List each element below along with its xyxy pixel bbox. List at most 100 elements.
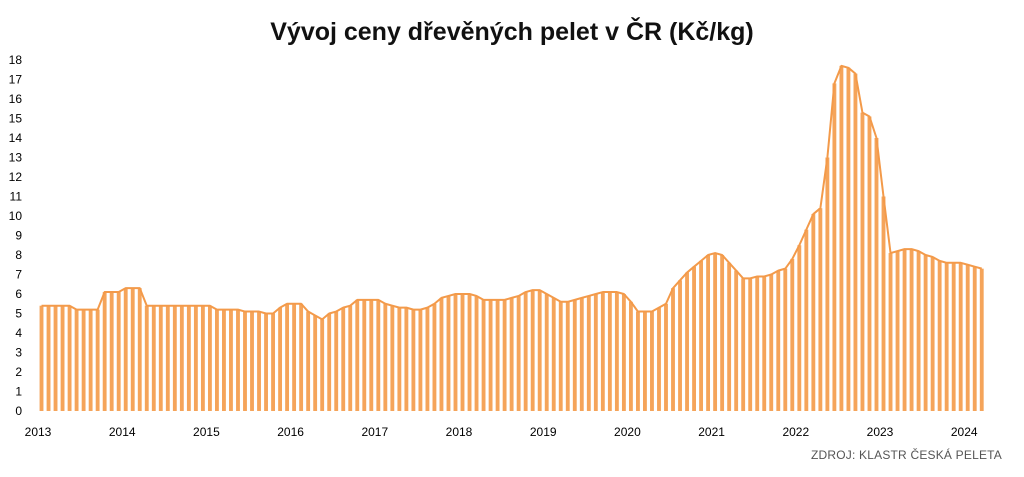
y-tick-label: 5 <box>15 307 22 321</box>
bar <box>530 290 535 411</box>
x-tick-label: 2022 <box>782 425 809 439</box>
bar <box>348 305 353 411</box>
bar <box>937 260 942 411</box>
bar <box>193 305 198 411</box>
bar <box>271 313 275 411</box>
bar <box>565 301 570 411</box>
bar <box>881 196 886 411</box>
x-tick-label: 2020 <box>614 425 641 439</box>
bar <box>888 253 893 411</box>
bar <box>965 264 970 411</box>
bar <box>755 276 760 411</box>
bar <box>467 294 472 411</box>
bar <box>628 301 633 411</box>
bar <box>116 292 121 411</box>
bar <box>383 303 388 411</box>
bar <box>53 305 58 411</box>
bar <box>657 307 661 411</box>
x-tick-label: 2023 <box>867 425 894 439</box>
y-tick-label: 0 <box>15 404 22 418</box>
bar <box>671 288 675 411</box>
bar <box>453 294 458 411</box>
bar <box>432 303 437 411</box>
bar <box>67 305 72 411</box>
bar <box>236 309 240 411</box>
bar <box>776 270 781 411</box>
bar <box>636 311 640 411</box>
y-tick-label: 16 <box>9 92 23 106</box>
bar <box>327 313 332 411</box>
bar <box>839 65 844 411</box>
bar <box>215 309 219 411</box>
bar <box>523 292 528 411</box>
bar <box>951 262 956 411</box>
chart-source: ZDROJ: KLASTR ČESKÁ PELETA <box>810 448 1002 462</box>
bar <box>481 299 486 411</box>
bar <box>158 305 163 411</box>
bar <box>706 255 711 411</box>
bar <box>144 305 149 411</box>
bar <box>783 268 788 411</box>
bar <box>278 307 283 411</box>
chart-title: Vývoj ceny dřevěných pelet v ČR (Kč/kg) <box>270 18 754 46</box>
x-tick-label: 2021 <box>698 425 725 439</box>
bar <box>222 309 226 411</box>
bar <box>930 256 935 411</box>
bar <box>537 290 542 411</box>
y-tick-label: 17 <box>9 73 23 87</box>
bar <box>853 73 858 412</box>
bar <box>390 305 395 411</box>
bar <box>488 299 493 411</box>
x-tick-label: 2017 <box>361 425 388 439</box>
bar <box>474 295 479 411</box>
bar <box>979 268 984 411</box>
bar <box>734 270 739 411</box>
bar <box>586 295 591 411</box>
bar <box>130 288 135 411</box>
y-tick-label: 2 <box>15 365 22 379</box>
bar <box>418 309 423 411</box>
bar <box>404 307 409 411</box>
bar <box>320 319 325 411</box>
bar <box>727 262 732 411</box>
bar <box>692 266 696 411</box>
bar <box>818 208 823 411</box>
bar <box>643 311 647 411</box>
y-tick-label: 12 <box>9 170 23 184</box>
y-tick-label: 1 <box>15 385 22 399</box>
bar <box>243 311 247 411</box>
bar <box>341 307 346 411</box>
bar <box>685 272 689 411</box>
bar <box>88 309 93 411</box>
bar <box>572 299 577 411</box>
bar <box>264 313 268 411</box>
bar <box>362 299 367 411</box>
bar <box>186 305 191 411</box>
bar <box>102 292 107 411</box>
bar <box>60 305 65 411</box>
bar <box>678 280 682 411</box>
bar <box>172 305 177 411</box>
bar <box>895 251 900 411</box>
bar <box>229 309 233 411</box>
bar <box>558 301 563 411</box>
bar <box>151 305 156 411</box>
bar <box>867 116 872 412</box>
bar <box>902 249 907 411</box>
bar <box>502 299 507 411</box>
x-tick-label: 2015 <box>193 425 220 439</box>
x-tick-label: 2014 <box>109 425 136 439</box>
bar <box>334 311 339 411</box>
bar <box>713 253 718 411</box>
bar <box>769 274 774 411</box>
bar <box>313 315 318 411</box>
y-tick-label: 14 <box>9 131 23 145</box>
bar <box>109 292 114 411</box>
bar <box>257 311 261 411</box>
x-tick-label: 2016 <box>277 425 304 439</box>
bar <box>797 245 802 411</box>
x-tick-label: 2018 <box>446 425 473 439</box>
